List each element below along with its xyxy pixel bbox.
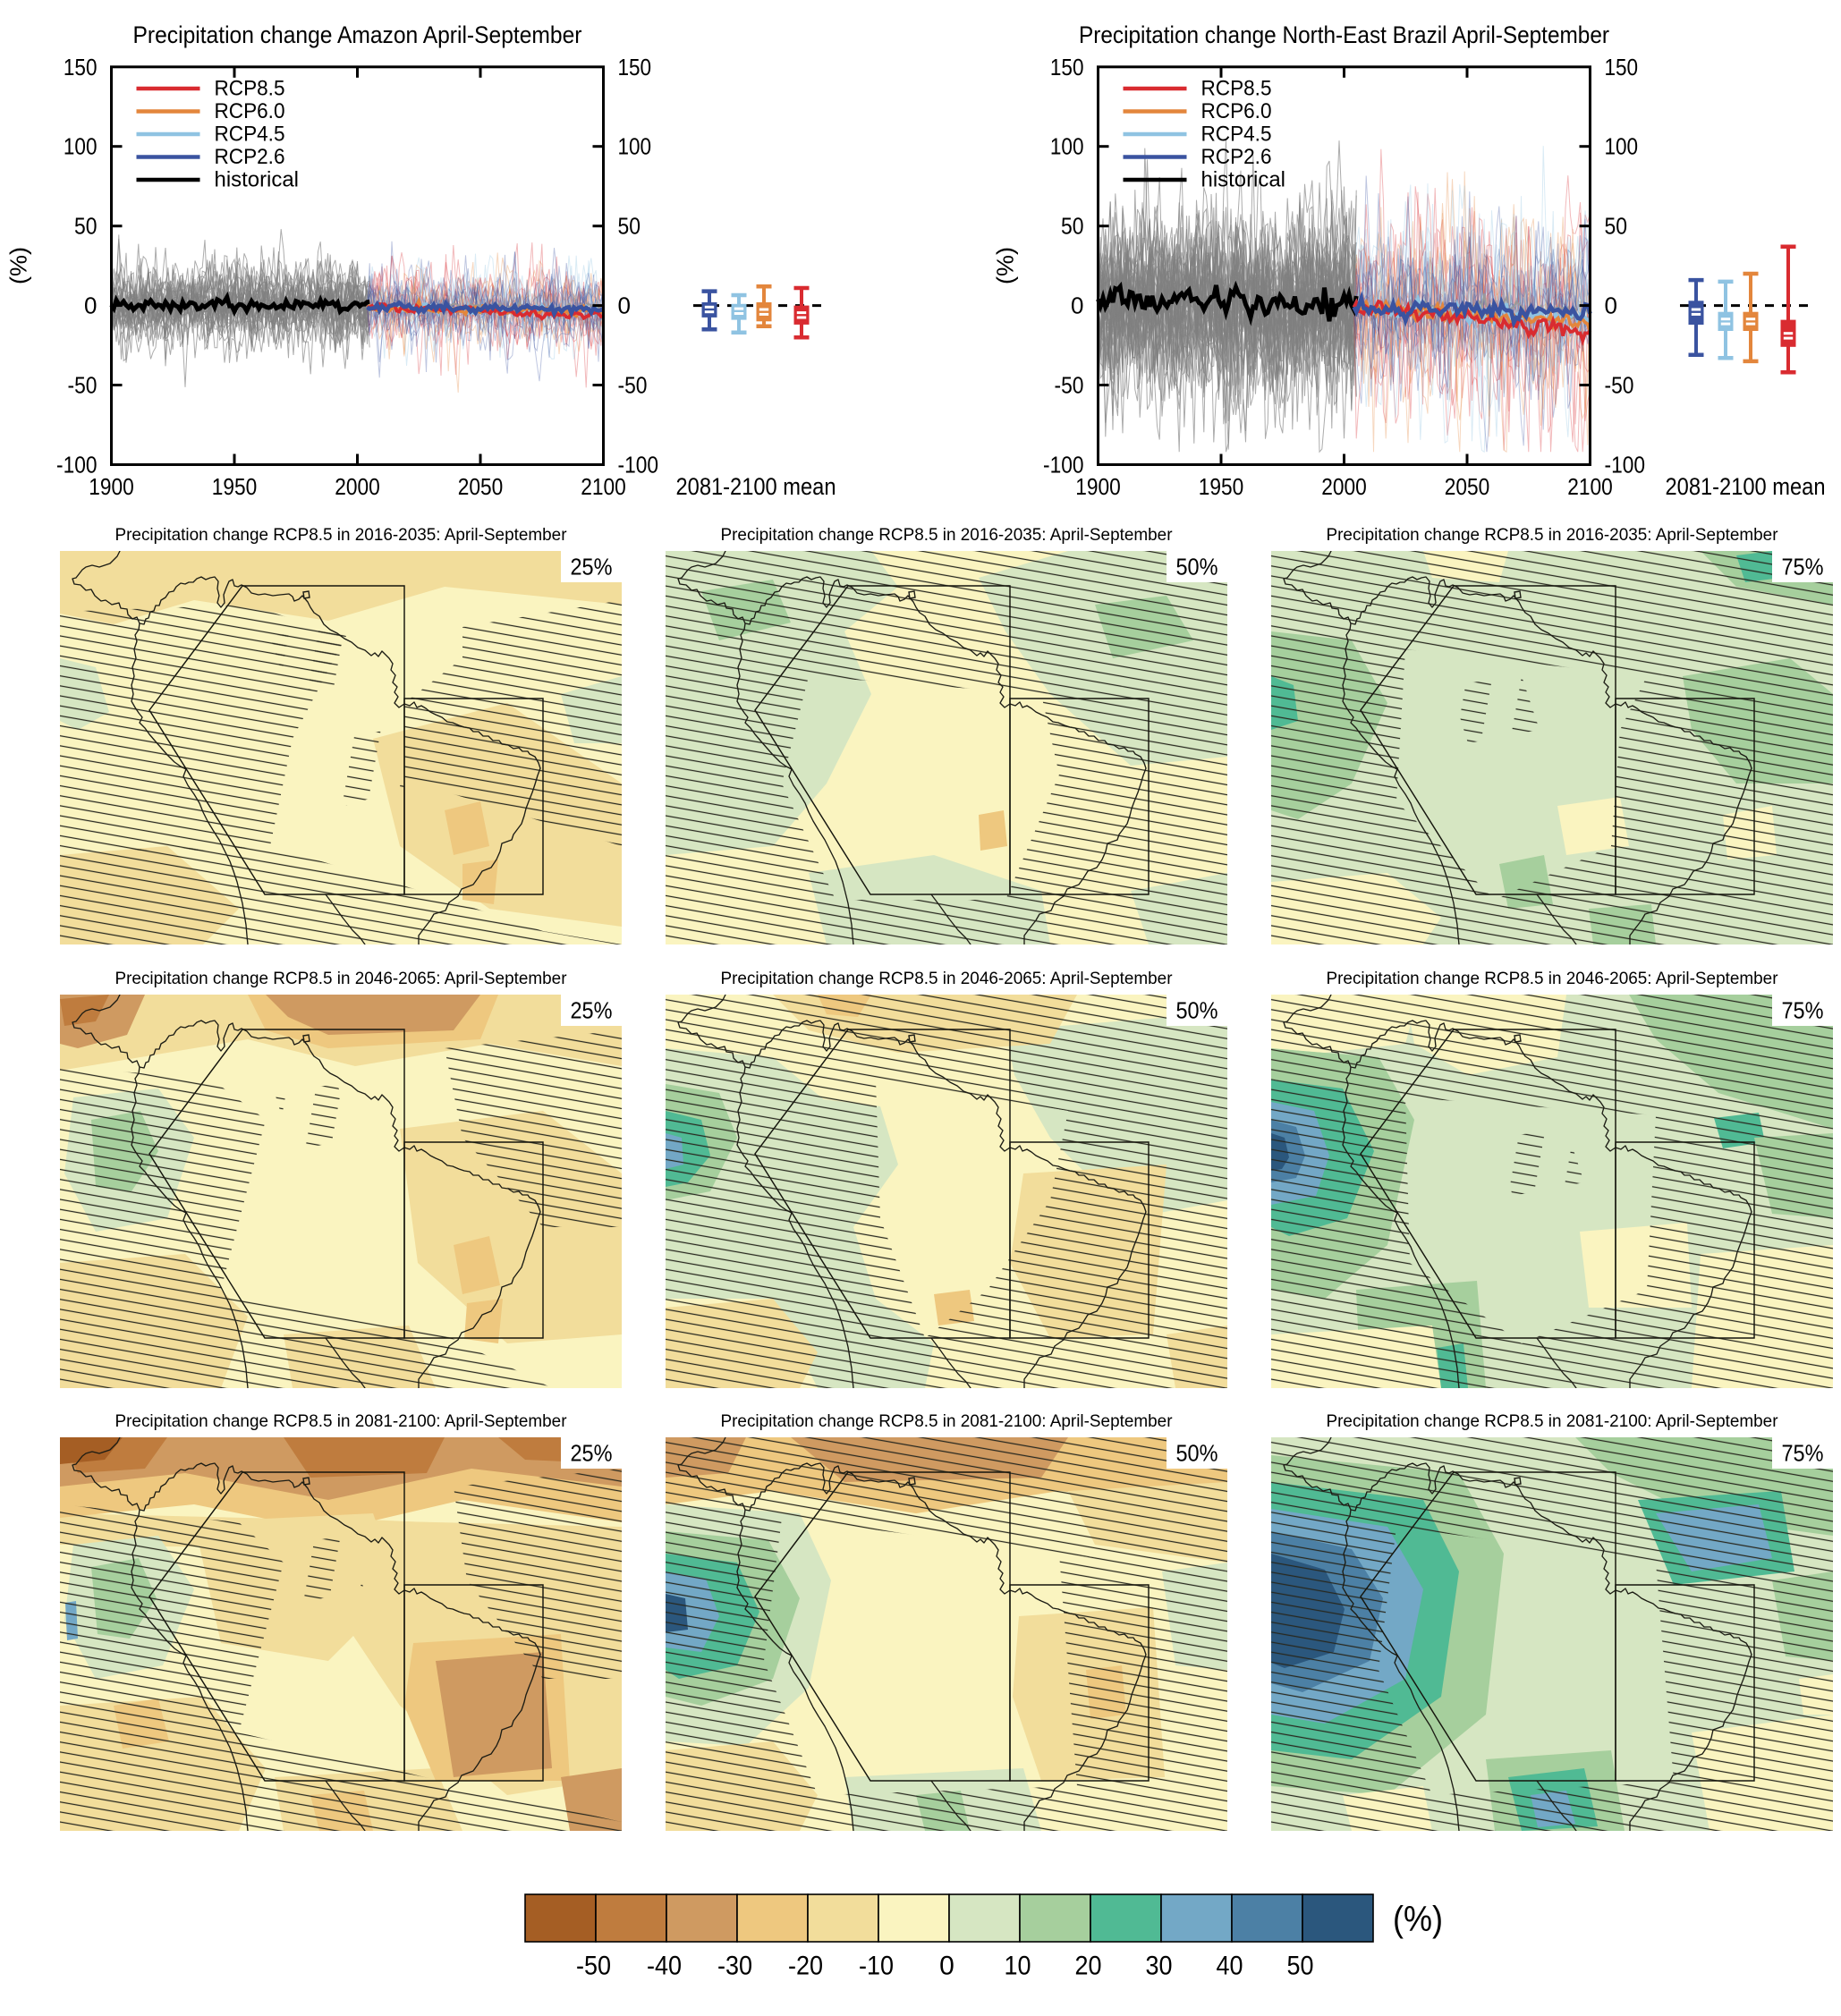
svg-text:0: 0 bbox=[1605, 292, 1617, 319]
svg-text:1900: 1900 bbox=[89, 473, 134, 500]
svg-text:75%: 75% bbox=[1782, 997, 1824, 1024]
svg-text:-30: -30 bbox=[717, 1952, 752, 1981]
svg-text:Precipitation change RCP8.5 in: Precipitation change RCP8.5 in 2081-2100… bbox=[115, 1411, 567, 1431]
svg-text:-50: -50 bbox=[1055, 372, 1084, 399]
svg-text:50%: 50% bbox=[1176, 554, 1218, 580]
svg-text:0: 0 bbox=[84, 292, 97, 319]
svg-text:Precipitation change RCP8.5 in: Precipitation change RCP8.5 in 2081-2100… bbox=[721, 1411, 1173, 1431]
svg-text:-40: -40 bbox=[647, 1952, 682, 1981]
svg-text:RCP2.6: RCP2.6 bbox=[215, 145, 285, 169]
svg-text:50: 50 bbox=[1287, 1952, 1314, 1981]
svg-text:2081-2100 mean: 2081-2100 mean bbox=[1666, 473, 1826, 500]
svg-text:(%): (%) bbox=[5, 247, 32, 284]
svg-text:-10: -10 bbox=[859, 1952, 894, 1981]
svg-text:Precipitation change RCP8.5 in: Precipitation change RCP8.5 in 2046-2065… bbox=[115, 969, 567, 988]
svg-text:Precipitation change RCP8.5 in: Precipitation change RCP8.5 in 2016-2035… bbox=[1327, 525, 1778, 545]
svg-text:30: 30 bbox=[1146, 1952, 1173, 1981]
svg-text:150: 150 bbox=[64, 54, 98, 80]
svg-text:100: 100 bbox=[618, 133, 652, 160]
svg-text:RCP2.6: RCP2.6 bbox=[1201, 145, 1272, 169]
svg-text:100: 100 bbox=[1605, 133, 1639, 160]
svg-text:100: 100 bbox=[1050, 133, 1084, 160]
svg-text:historical: historical bbox=[1201, 168, 1286, 192]
svg-text:2100: 2100 bbox=[581, 473, 626, 500]
svg-text:-50: -50 bbox=[576, 1952, 611, 1981]
svg-text:0: 0 bbox=[1071, 292, 1083, 319]
svg-text:2000: 2000 bbox=[1321, 473, 1367, 500]
svg-text:1950: 1950 bbox=[212, 473, 258, 500]
svg-text:75%: 75% bbox=[1782, 1440, 1824, 1467]
svg-text:RCP4.5: RCP4.5 bbox=[215, 123, 285, 147]
svg-text:RCP6.0: RCP6.0 bbox=[215, 99, 285, 123]
svg-text:(%): (%) bbox=[992, 247, 1019, 284]
svg-text:50: 50 bbox=[1061, 213, 1084, 240]
svg-text:(%): (%) bbox=[1393, 1900, 1443, 1939]
svg-text:50%: 50% bbox=[1176, 1440, 1218, 1467]
svg-text:-50: -50 bbox=[1605, 372, 1634, 399]
svg-text:1950: 1950 bbox=[1199, 473, 1244, 500]
svg-text:-100: -100 bbox=[1043, 452, 1084, 479]
svg-text:50%: 50% bbox=[1176, 997, 1218, 1024]
svg-text:RCP8.5: RCP8.5 bbox=[215, 77, 285, 101]
svg-text:RCP8.5: RCP8.5 bbox=[1201, 77, 1272, 101]
svg-text:-50: -50 bbox=[618, 372, 648, 399]
svg-text:25%: 25% bbox=[571, 554, 613, 580]
svg-text:-50: -50 bbox=[68, 372, 98, 399]
svg-text:Precipitation change Amazon Ap: Precipitation change Amazon April-Septem… bbox=[133, 21, 582, 48]
svg-text:75%: 75% bbox=[1782, 554, 1824, 580]
svg-text:RCP6.0: RCP6.0 bbox=[1201, 99, 1272, 123]
svg-text:Precipitation change RCP8.5 in: Precipitation change RCP8.5 in 2016-2035… bbox=[115, 525, 567, 545]
svg-text:100: 100 bbox=[64, 133, 98, 160]
svg-text:25%: 25% bbox=[571, 997, 613, 1024]
svg-text:Precipitation change RCP8.5 in: Precipitation change RCP8.5 in 2016-2035… bbox=[721, 525, 1173, 545]
svg-text:historical: historical bbox=[215, 168, 300, 192]
svg-text:RCP4.5: RCP4.5 bbox=[1201, 123, 1272, 147]
svg-text:25%: 25% bbox=[571, 1440, 613, 1467]
svg-text:2050: 2050 bbox=[1445, 473, 1490, 500]
svg-text:50: 50 bbox=[1605, 213, 1628, 240]
svg-text:50: 50 bbox=[618, 213, 641, 240]
svg-text:-100: -100 bbox=[1605, 452, 1646, 479]
svg-text:50: 50 bbox=[74, 213, 98, 240]
svg-text:10: 10 bbox=[1005, 1952, 1031, 1981]
svg-text:Precipitation change North-Eas: Precipitation change North-East Brazil A… bbox=[1079, 21, 1609, 48]
svg-text:2100: 2100 bbox=[1567, 473, 1613, 500]
svg-text:150: 150 bbox=[1050, 54, 1084, 80]
svg-text:2081-2100 mean: 2081-2100 mean bbox=[676, 473, 836, 500]
svg-text:40: 40 bbox=[1217, 1952, 1243, 1981]
svg-text:-100: -100 bbox=[56, 452, 98, 479]
svg-text:150: 150 bbox=[1605, 54, 1639, 80]
svg-text:2000: 2000 bbox=[335, 473, 380, 500]
svg-text:150: 150 bbox=[618, 54, 652, 80]
svg-text:2050: 2050 bbox=[458, 473, 504, 500]
svg-text:-20: -20 bbox=[788, 1952, 823, 1981]
svg-text:Precipitation change RCP8.5 in: Precipitation change RCP8.5 in 2081-2100… bbox=[1327, 1411, 1778, 1431]
svg-text:-100: -100 bbox=[618, 452, 659, 479]
svg-text:Precipitation change RCP8.5 in: Precipitation change RCP8.5 in 2046-2065… bbox=[721, 969, 1173, 988]
svg-text:1900: 1900 bbox=[1075, 473, 1121, 500]
svg-text:0: 0 bbox=[939, 1952, 954, 1981]
svg-text:0: 0 bbox=[618, 292, 631, 319]
svg-text:20: 20 bbox=[1075, 1952, 1102, 1981]
svg-text:Precipitation change RCP8.5 in: Precipitation change RCP8.5 in 2046-2065… bbox=[1327, 969, 1778, 988]
